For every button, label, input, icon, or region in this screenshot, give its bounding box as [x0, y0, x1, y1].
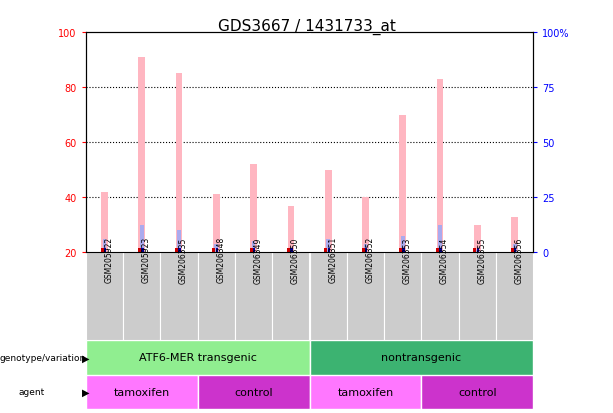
Bar: [365, 249, 367, 253]
Bar: [436, 249, 439, 253]
Text: ATF6-MER transgenic: ATF6-MER transgenic: [139, 353, 257, 363]
Bar: [476, 250, 479, 253]
Bar: [175, 249, 178, 253]
Text: GSM206353: GSM206353: [403, 237, 412, 283]
Bar: [399, 249, 402, 253]
Bar: [101, 249, 104, 253]
Text: ▶: ▶: [82, 353, 89, 363]
Bar: [197, 375, 310, 409]
Bar: [421, 253, 459, 341]
Bar: [161, 253, 197, 341]
Bar: [252, 242, 256, 253]
Text: GSM206351: GSM206351: [328, 237, 337, 283]
Bar: [86, 341, 310, 375]
Bar: [347, 253, 384, 341]
Bar: [138, 249, 141, 253]
Bar: [513, 244, 517, 253]
Bar: [86, 375, 197, 409]
Bar: [364, 244, 367, 253]
Bar: [104, 249, 106, 253]
Bar: [402, 249, 405, 253]
Bar: [310, 341, 533, 375]
Text: GSM206348: GSM206348: [216, 237, 226, 283]
Bar: [421, 375, 533, 409]
Bar: [139, 58, 145, 253]
Bar: [250, 165, 257, 253]
Bar: [401, 236, 405, 253]
Bar: [514, 249, 517, 253]
Bar: [384, 253, 421, 341]
Bar: [289, 250, 293, 253]
Bar: [511, 217, 518, 253]
Bar: [213, 249, 215, 253]
Text: GSM206352: GSM206352: [365, 237, 375, 283]
Bar: [140, 225, 143, 253]
Text: GSM206356: GSM206356: [515, 237, 524, 283]
Text: GSM206335: GSM206335: [179, 237, 188, 283]
Bar: [141, 249, 143, 253]
Text: GSM205922: GSM205922: [104, 237, 113, 283]
Bar: [474, 225, 481, 253]
Bar: [216, 249, 218, 253]
Bar: [235, 253, 272, 341]
Bar: [272, 253, 310, 341]
Bar: [178, 249, 181, 253]
Bar: [436, 80, 443, 253]
Bar: [86, 253, 123, 341]
Bar: [362, 198, 369, 253]
Text: nontransgenic: nontransgenic: [381, 353, 462, 363]
Bar: [400, 115, 406, 253]
Bar: [176, 74, 183, 253]
Text: ▶: ▶: [82, 387, 89, 397]
Bar: [326, 239, 330, 253]
Text: GSM205923: GSM205923: [142, 237, 151, 283]
Bar: [310, 253, 347, 341]
Bar: [101, 192, 108, 253]
Bar: [473, 249, 476, 253]
Bar: [215, 244, 218, 253]
Text: GDS3667 / 1431733_at: GDS3667 / 1431733_at: [218, 19, 395, 35]
Text: tamoxifen: tamoxifen: [337, 387, 394, 397]
Bar: [327, 249, 330, 253]
Bar: [287, 206, 294, 253]
Bar: [291, 249, 293, 253]
Text: GSM206349: GSM206349: [254, 237, 262, 283]
Text: GSM206350: GSM206350: [291, 237, 300, 283]
Bar: [438, 225, 442, 253]
Bar: [123, 253, 161, 341]
Text: genotype/variation: genotype/variation: [0, 353, 86, 362]
Bar: [177, 231, 181, 253]
Text: control: control: [234, 387, 273, 397]
Bar: [511, 249, 514, 253]
Bar: [362, 249, 365, 253]
Text: GSM206355: GSM206355: [478, 237, 486, 283]
Text: tamoxifen: tamoxifen: [113, 387, 170, 397]
Text: GSM206354: GSM206354: [440, 237, 449, 283]
Bar: [253, 249, 256, 253]
Bar: [102, 239, 106, 253]
Bar: [249, 249, 253, 253]
Bar: [496, 253, 533, 341]
Bar: [477, 249, 479, 253]
Bar: [287, 249, 290, 253]
Text: agent: agent: [18, 387, 45, 396]
Bar: [324, 249, 327, 253]
Text: control: control: [458, 387, 497, 397]
Bar: [459, 253, 496, 341]
Bar: [440, 249, 442, 253]
Bar: [325, 170, 332, 253]
Bar: [310, 375, 421, 409]
Bar: [213, 195, 219, 253]
Bar: [197, 253, 235, 341]
